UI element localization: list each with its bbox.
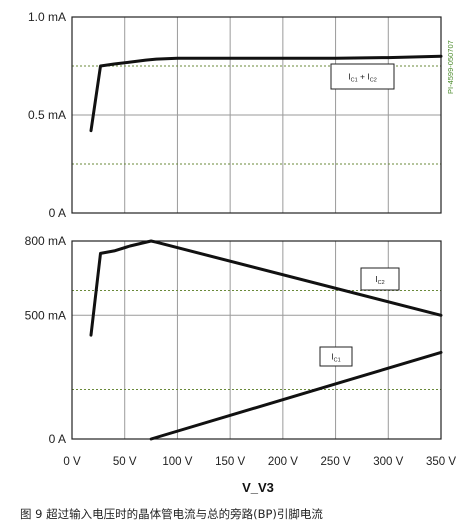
top-panel: 0 A 0.5 mA 1.0 mA IC1 + IC2 PI-4599-050707: [28, 10, 455, 220]
series-line-ic1-ic2: [89, 54, 443, 133]
y-tick-label: 800 mA: [25, 234, 66, 248]
y-tick-label: 0 A: [49, 206, 66, 220]
series-label: IC2: [360, 267, 400, 291]
x-tick-label: 50 V: [113, 456, 137, 468]
series-line-ic2: [89, 239, 443, 337]
y-tick-label: 0.5 mA: [28, 108, 66, 122]
figure-caption: 图 9 超过输入电压时的晶体管电流与总的旁路(BP)引脚电流: [20, 507, 323, 521]
series-label-box: [319, 346, 353, 367]
x-tick-label: 300 V: [373, 456, 403, 468]
series-label: IC1: [319, 346, 353, 367]
x-tick-label: 0 V: [63, 456, 81, 468]
series-label-box: [330, 63, 395, 90]
plot-frame: [71, 240, 442, 440]
x-tick-label: 100 V: [162, 456, 192, 468]
series-label-text: IC2: [375, 274, 384, 286]
x-tick-label: 250 V: [321, 456, 351, 468]
series-label-text: IC1 + IC2: [348, 72, 377, 84]
side-code-text: PI-4599-050707: [446, 40, 455, 94]
y-tick-label: 500 mA: [25, 308, 66, 322]
series-label-text: IC1: [331, 352, 340, 364]
plot-frame: [71, 16, 442, 214]
series-label: IC1 + IC2: [330, 63, 395, 90]
x-axis: 0 V 50 V 100 V 150 V 200 V 250 V 300 V 350 V: [63, 456, 456, 468]
x-tick-label: 150 V: [215, 456, 245, 468]
series-line-ic1: [149, 350, 443, 441]
series-label-box: [360, 267, 400, 291]
bottom-panel: 0 A 500 mA 800 mA IC2 IC1: [25, 234, 443, 446]
x-axis-label: V_V3: [242, 480, 274, 495]
y-tick-label: 1.0 mA: [28, 10, 66, 24]
y-tick-label: 0 A: [49, 432, 66, 446]
x-tick-label: 200 V: [268, 456, 298, 468]
x-tick-label: 350 V: [426, 456, 456, 468]
